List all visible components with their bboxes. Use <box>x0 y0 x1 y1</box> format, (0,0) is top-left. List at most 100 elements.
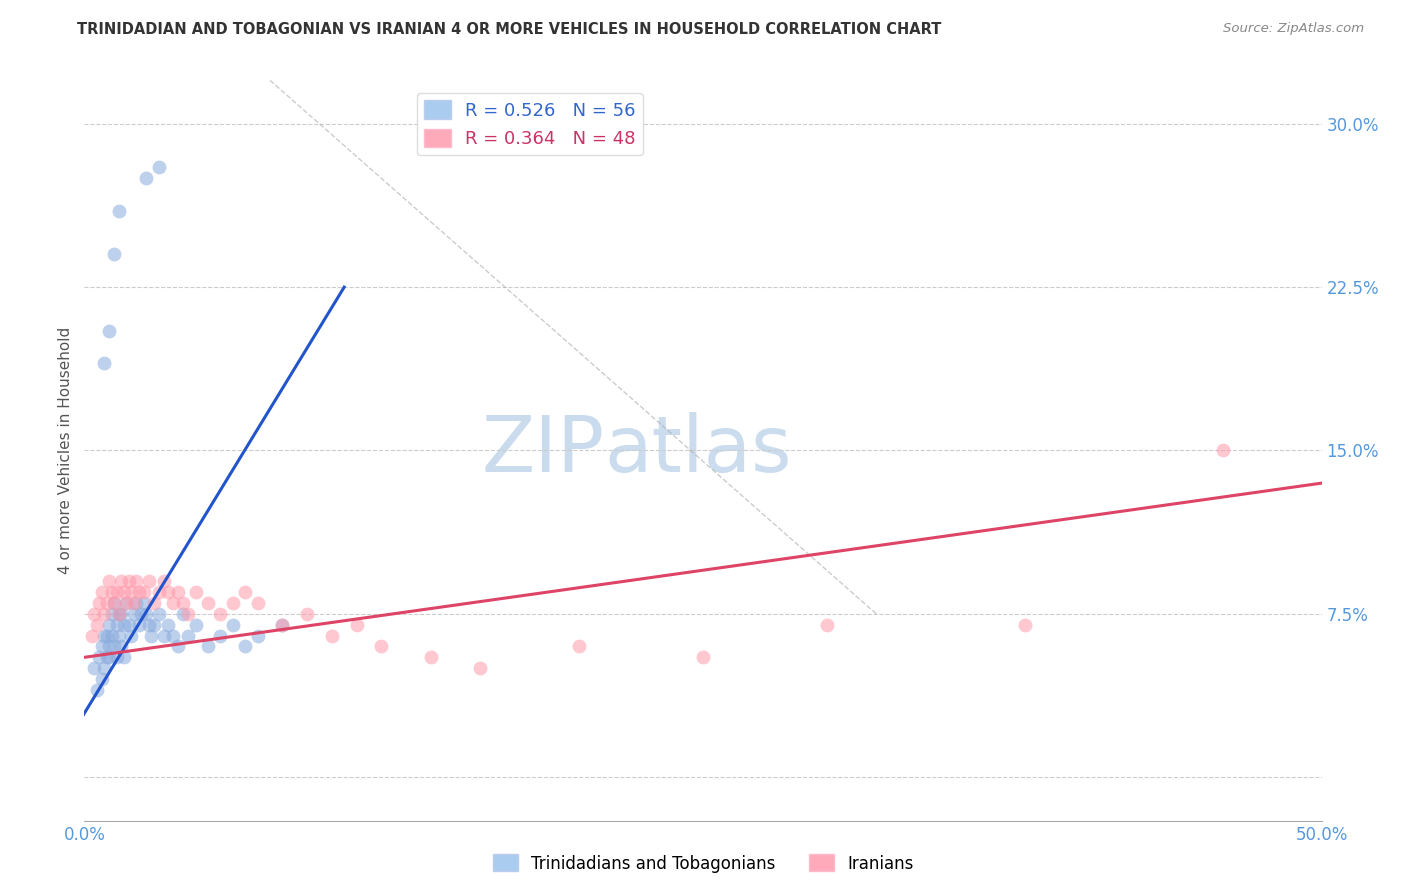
Point <box>110 607 132 621</box>
Point <box>103 640 125 654</box>
Point <box>105 650 128 665</box>
Point <box>167 640 190 654</box>
Point <box>172 607 194 621</box>
Point <box>120 585 142 599</box>
Point <box>271 617 294 632</box>
Point <box>98 650 121 665</box>
Point <box>108 607 131 621</box>
Point <box>128 585 150 599</box>
Point <box>98 324 121 338</box>
Point <box>90 585 112 599</box>
Point <box>98 617 121 632</box>
Point <box>132 585 155 599</box>
Point <box>295 607 318 621</box>
Point <box>93 607 115 621</box>
Point <box>568 640 591 654</box>
Point <box>93 661 115 675</box>
Point <box>83 661 105 675</box>
Point <box>118 617 141 632</box>
Point <box>93 629 115 643</box>
Point <box>246 596 269 610</box>
Point <box>177 629 200 643</box>
Point <box>90 672 112 686</box>
Point <box>108 607 131 621</box>
Point <box>167 585 190 599</box>
Point <box>197 640 219 654</box>
Text: Source: ZipAtlas.com: Source: ZipAtlas.com <box>1223 22 1364 36</box>
Point <box>110 574 132 588</box>
Point <box>246 629 269 643</box>
Point <box>118 574 141 588</box>
Point <box>152 629 174 643</box>
Point <box>125 574 148 588</box>
Point <box>157 617 180 632</box>
Point <box>1014 617 1036 632</box>
Point <box>103 596 125 610</box>
Point <box>128 617 150 632</box>
Point <box>108 629 131 643</box>
Point <box>96 596 118 610</box>
Point <box>115 596 138 610</box>
Point <box>142 617 165 632</box>
Point <box>209 607 232 621</box>
Point <box>83 607 105 621</box>
Point <box>112 650 135 665</box>
Point <box>132 596 155 610</box>
Point <box>138 574 160 588</box>
Point <box>80 629 103 643</box>
Point <box>321 629 343 643</box>
Point <box>148 607 170 621</box>
Point <box>98 574 121 588</box>
Point <box>142 596 165 610</box>
Text: ZIP: ZIP <box>481 412 605 489</box>
Point <box>162 596 184 610</box>
Point <box>86 617 108 632</box>
Point <box>98 640 121 654</box>
Point <box>112 617 135 632</box>
Point <box>135 171 157 186</box>
Point <box>96 650 118 665</box>
Point <box>222 596 245 610</box>
Point <box>108 203 131 218</box>
Point <box>177 607 200 621</box>
Point <box>197 596 219 610</box>
Point <box>96 629 118 643</box>
Point <box>222 617 245 632</box>
Point <box>89 596 111 610</box>
Point <box>370 640 392 654</box>
Y-axis label: 4 or more Vehicles in Household: 4 or more Vehicles in Household <box>58 326 73 574</box>
Point <box>152 574 174 588</box>
Point <box>346 617 368 632</box>
Point <box>93 356 115 370</box>
Point <box>103 247 125 261</box>
Point <box>1212 443 1234 458</box>
Point <box>122 596 145 610</box>
Point <box>100 607 122 621</box>
Point <box>100 585 122 599</box>
Point <box>89 650 111 665</box>
Point <box>105 617 128 632</box>
Point <box>209 629 232 643</box>
Point <box>100 629 122 643</box>
Point <box>125 596 148 610</box>
Point <box>103 596 125 610</box>
Point <box>271 617 294 632</box>
Point <box>162 629 184 643</box>
Point <box>112 585 135 599</box>
Point <box>184 617 207 632</box>
Point <box>141 629 163 643</box>
Point <box>115 596 138 610</box>
Point <box>470 661 492 675</box>
Point <box>157 585 180 599</box>
Point <box>148 585 170 599</box>
Point <box>105 585 128 599</box>
Point <box>815 617 838 632</box>
Text: atlas: atlas <box>605 412 792 489</box>
Point <box>692 650 714 665</box>
Point <box>120 629 142 643</box>
Text: TRINIDADIAN AND TOBAGONIAN VS IRANIAN 4 OR MORE VEHICLES IN HOUSEHOLD CORRELATIO: TRINIDADIAN AND TOBAGONIAN VS IRANIAN 4 … <box>77 22 942 37</box>
Point <box>122 607 145 621</box>
Point <box>90 640 112 654</box>
Legend: R = 0.526   N = 56, R = 0.364   N = 48: R = 0.526 N = 56, R = 0.364 N = 48 <box>416 93 643 155</box>
Point <box>419 650 441 665</box>
